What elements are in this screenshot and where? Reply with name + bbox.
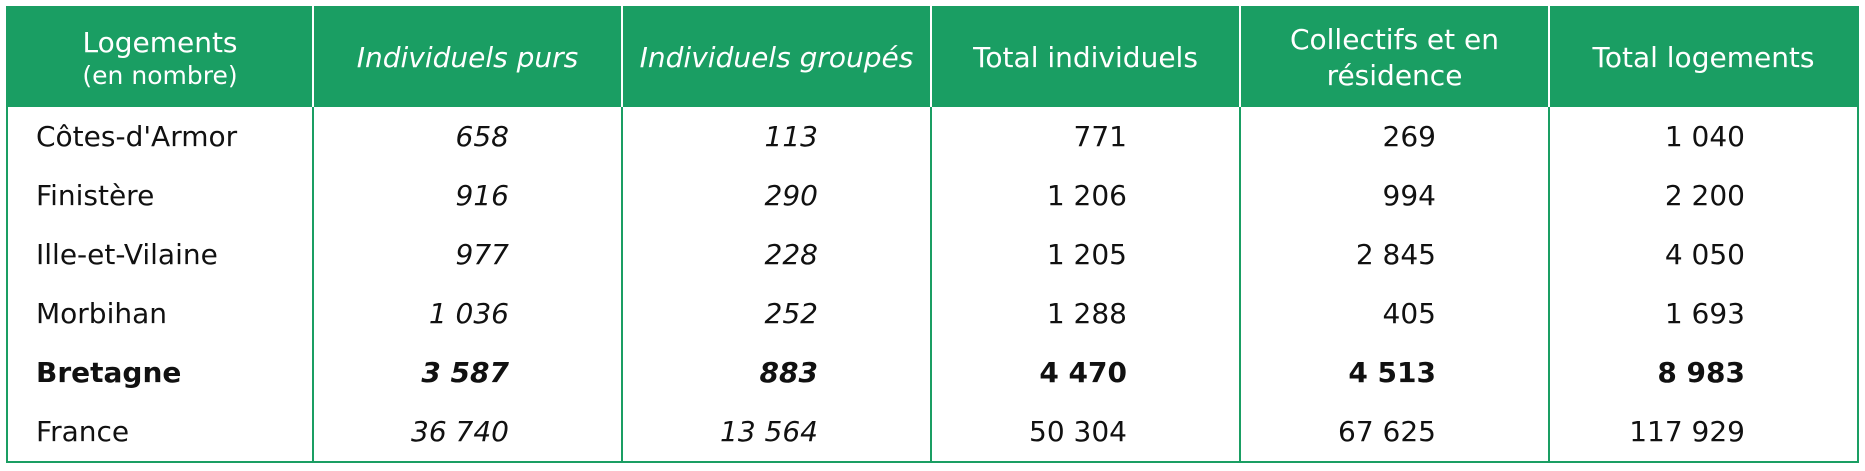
table-row: Ille-et-Vilaine 977 228 1 205 2 845 4 050 [7, 225, 1858, 284]
cell-value: 405 [1239, 284, 1549, 343]
cell-value: 1 206 [930, 166, 1240, 225]
header-cell: Individuels purs [312, 7, 622, 107]
cell-value: 1 205 [930, 225, 1240, 284]
table-row: Bretagne 3 587 883 4 470 4 513 8 983 [7, 343, 1858, 402]
cell-value: 771 [930, 107, 1240, 166]
data-table: Logements (en nombre) Individuels purs Indi… [6, 6, 1859, 463]
cell-value: 1 288 [930, 284, 1240, 343]
cell-value: 4 513 [1239, 343, 1549, 402]
cell-value: 3 587 [312, 343, 622, 402]
header-text: Individuels groupés [639, 40, 914, 74]
cell-value: 228 [621, 225, 931, 284]
cell-value: 117 929 [1548, 402, 1858, 462]
row-label: Côtes-d'Armor [36, 120, 238, 153]
header-text: Collectifs et en résidence [1289, 22, 1500, 92]
table-row: Finistère 916 290 1 206 994 2 200 [7, 166, 1858, 225]
cell-value: 916 [312, 166, 622, 225]
cell-value: 1 040 [1548, 107, 1858, 166]
row-label: France [36, 415, 130, 448]
header-text: Total logements [1592, 40, 1815, 74]
cell-value: 50 304 [930, 402, 1240, 462]
cell-value: 113 [621, 107, 931, 166]
cell-value: 994 [1239, 166, 1549, 225]
header-text: Individuels purs [356, 40, 579, 74]
cell-value: 1 693 [1548, 284, 1858, 343]
header-cell: Total logements [1548, 7, 1858, 107]
cell-value: 252 [621, 284, 931, 343]
cell-value: 8 983 [1548, 343, 1858, 402]
cell-value: 13 564 [621, 402, 931, 462]
cell-value: 977 [312, 225, 622, 284]
table-body: Côtes-d'Armor 658 113 771 269 1 040 Finistère 9… [7, 107, 1858, 462]
table-row: Morbihan 1 036 252 1 288 405 1 693 [7, 284, 1858, 343]
cell-value: 883 [621, 343, 931, 402]
row-label: Ille-et-Vilaine [36, 238, 218, 271]
cell-value: 4 050 [1548, 225, 1858, 284]
header-cell: Logements (en nombre) [7, 7, 313, 107]
header-cell: Total individuels [930, 7, 1240, 107]
cell-value: 2 200 [1548, 166, 1858, 225]
row-label: Morbihan [36, 297, 168, 330]
header-text: Logements [82, 25, 238, 59]
cell-value: 67 625 [1239, 402, 1549, 462]
header-text: Total individuels [973, 40, 1198, 74]
row-label: Finistère [36, 179, 155, 212]
cell-value: 1 036 [312, 284, 622, 343]
header-note: (en nombre) [82, 60, 238, 90]
header-cell: Collectifs et en résidence [1239, 7, 1549, 107]
header-row: Logements (en nombre) Individuels purs Indi… [7, 7, 1858, 107]
cell-value: 658 [312, 107, 622, 166]
header-cell: Individuels groupés [621, 7, 931, 107]
table-row: France 36 740 13 564 50 304 67 625 117 929 [7, 402, 1858, 462]
cell-value: 290 [621, 166, 931, 225]
cell-value: 4 470 [930, 343, 1240, 402]
row-label: Bretagne [36, 356, 182, 389]
cell-value: 2 845 [1239, 225, 1549, 284]
cell-value: 269 [1239, 107, 1549, 166]
cell-value: 36 740 [312, 402, 622, 462]
table-row: Côtes-d'Armor 658 113 771 269 1 040 [7, 107, 1858, 166]
